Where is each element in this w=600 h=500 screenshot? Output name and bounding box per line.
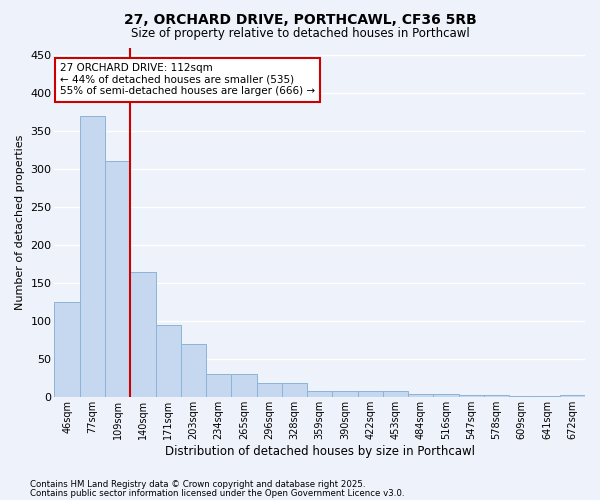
Bar [155,324,181,397]
Text: Contains HM Land Registry data © Crown copyright and database right 2025.: Contains HM Land Registry data © Crown c… [30,480,365,489]
Bar [232,374,257,397]
Bar [433,394,458,397]
Bar [307,390,332,397]
Bar [332,390,358,397]
Text: 27, ORCHARD DRIVE, PORTHCAWL, CF36 5RB: 27, ORCHARD DRIVE, PORTHCAWL, CF36 5RB [124,12,476,26]
Bar [358,392,383,397]
Bar [560,394,585,397]
Bar [408,394,433,397]
Bar [383,392,408,397]
Bar [55,302,80,397]
Text: 27 ORCHARD DRIVE: 112sqm
← 44% of detached houses are smaller (535)
55% of semi-: 27 ORCHARD DRIVE: 112sqm ← 44% of detach… [60,63,315,96]
Bar [535,396,560,397]
Bar [509,396,535,397]
Text: Size of property relative to detached houses in Porthcawl: Size of property relative to detached ho… [131,28,469,40]
Bar [484,396,509,397]
Bar [80,116,105,397]
Text: Contains public sector information licensed under the Open Government Licence v3: Contains public sector information licen… [30,490,404,498]
X-axis label: Distribution of detached houses by size in Porthcawl: Distribution of detached houses by size … [165,444,475,458]
Bar [206,374,232,397]
Y-axis label: Number of detached properties: Number of detached properties [15,134,25,310]
Bar [130,272,155,397]
Bar [257,383,282,397]
Bar [282,383,307,397]
Bar [458,394,484,397]
Bar [181,344,206,397]
Bar [105,162,130,397]
